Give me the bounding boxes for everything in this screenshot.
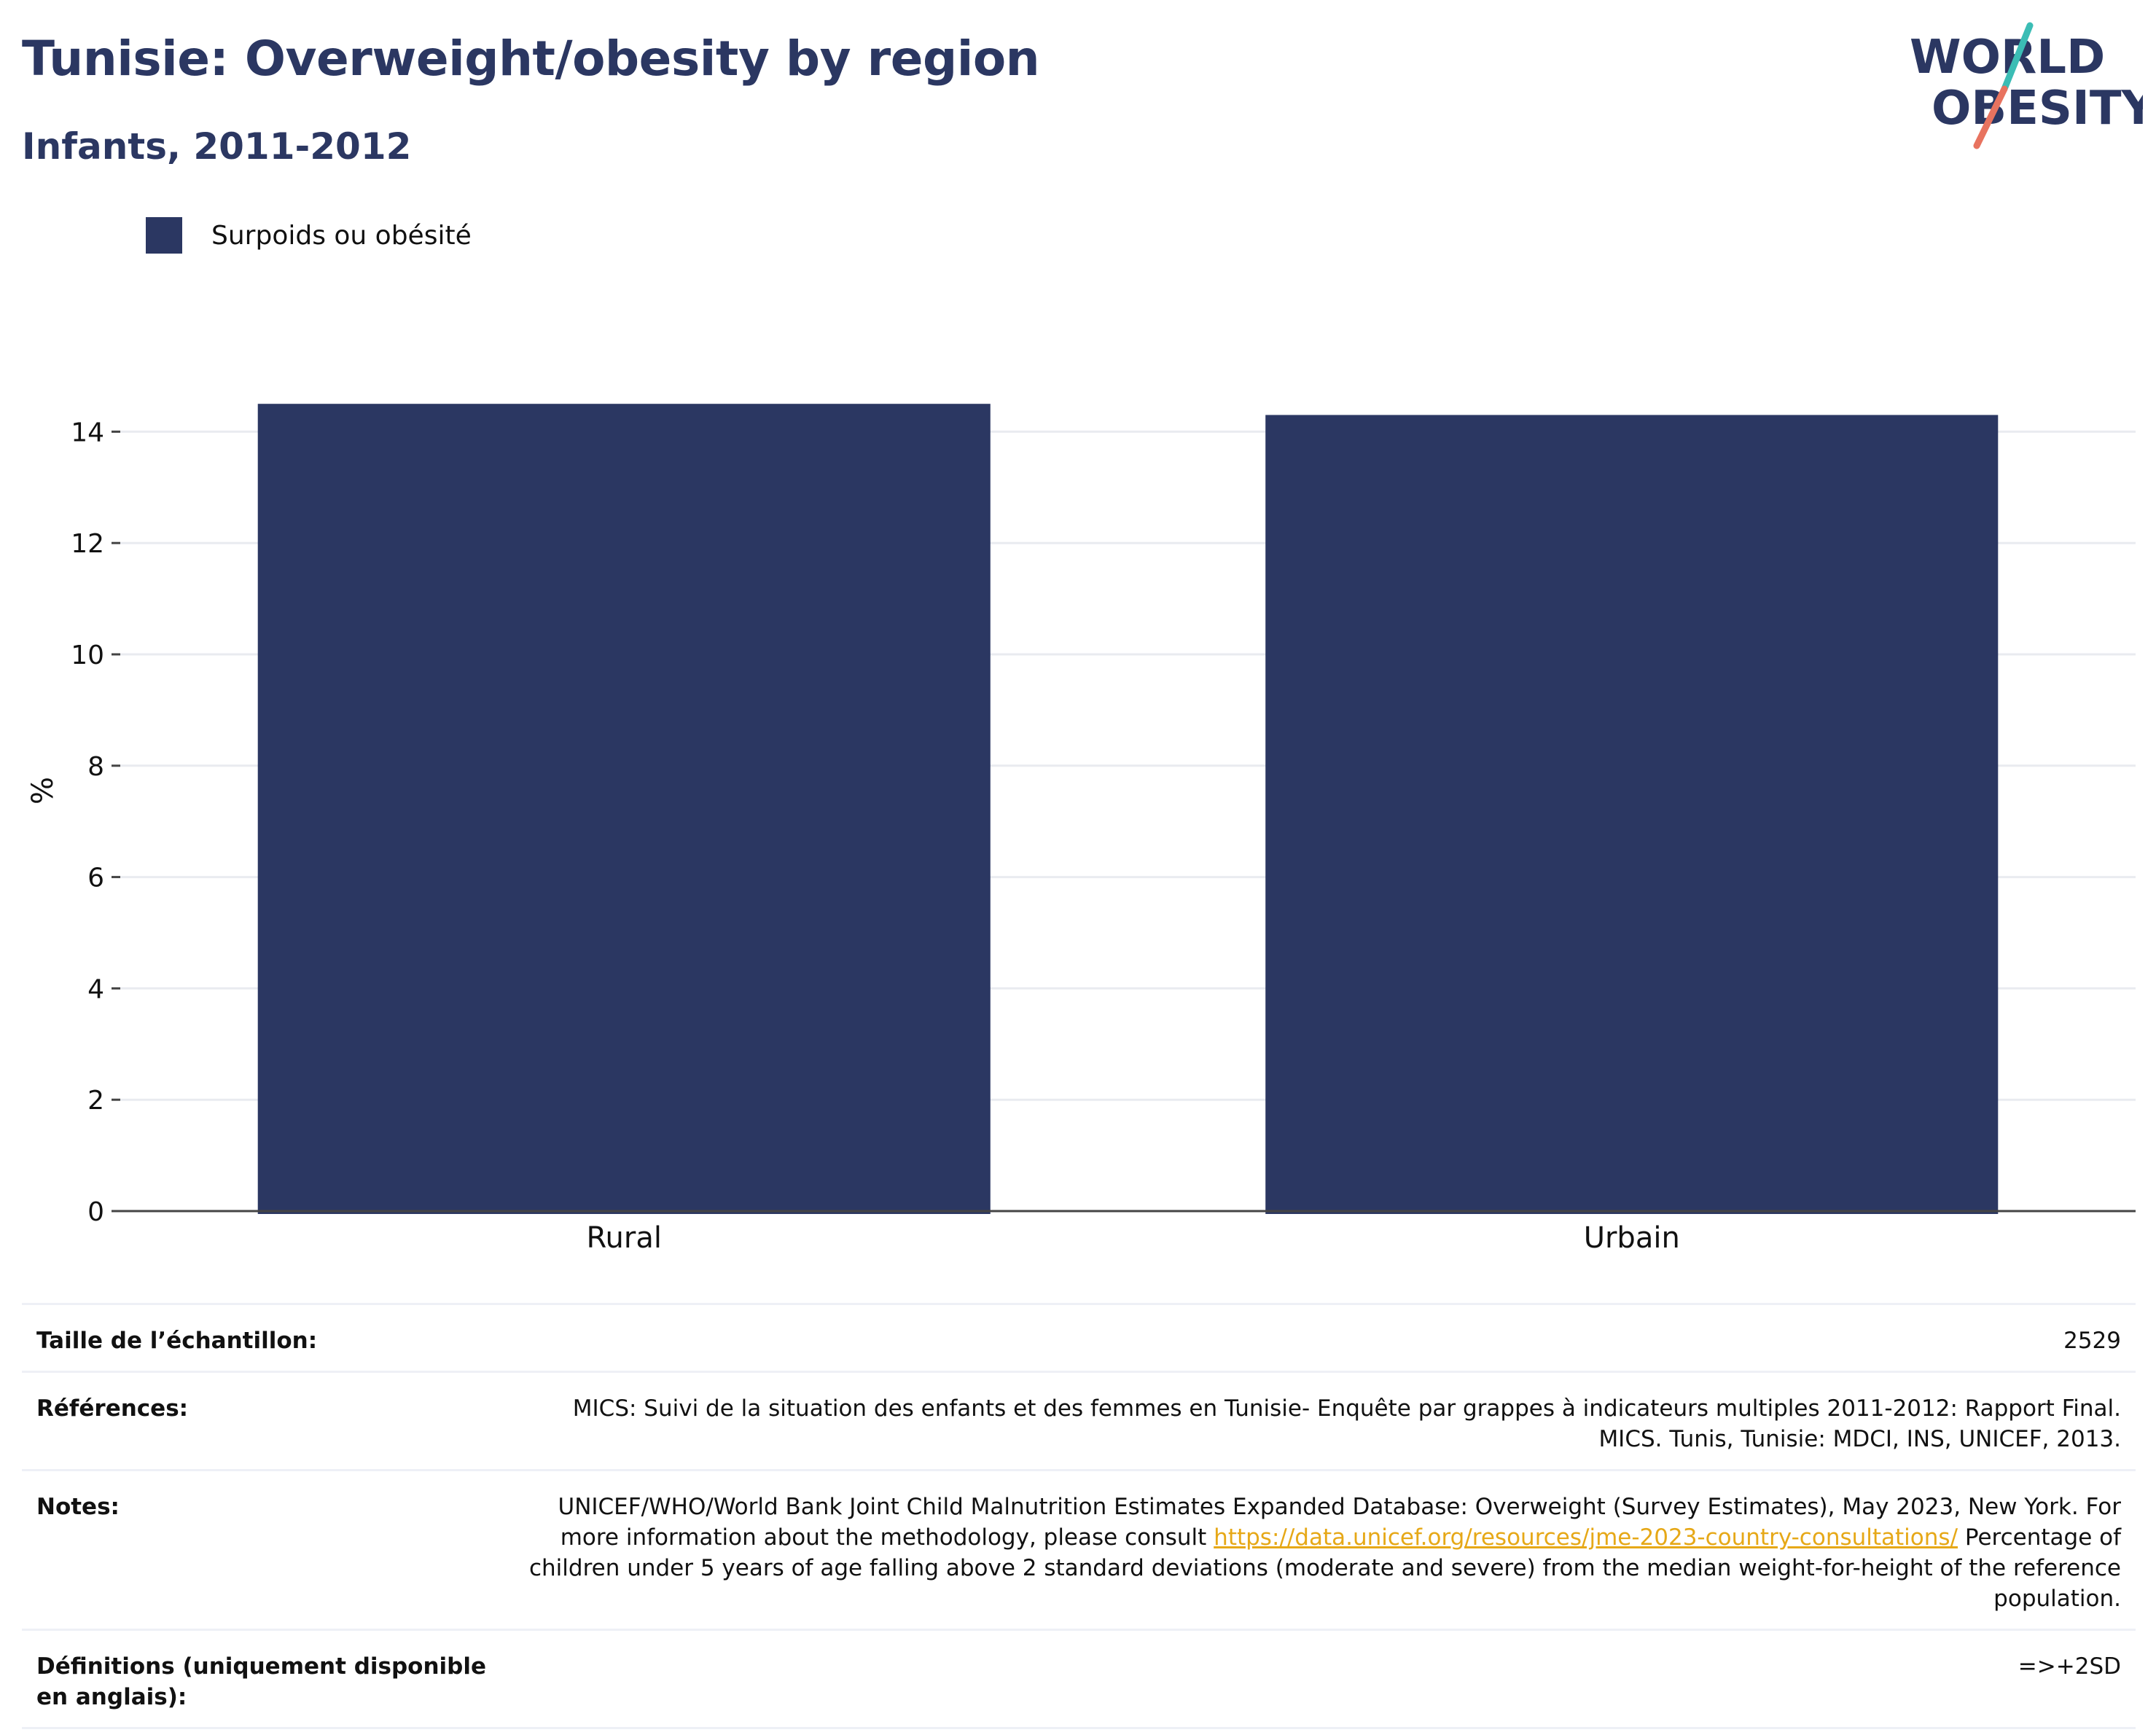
notes-text-before: UNICEF/WHO/World Bank Joint Child Malnut… xyxy=(558,1494,2122,1551)
meta-row-references: Références: MICS: Suivi de la situation … xyxy=(22,1371,2136,1469)
chart-legend: Surpoids ou obésité xyxy=(146,216,472,255)
y-tick-label-2: 2 xyxy=(87,1086,104,1116)
bar-rural xyxy=(257,404,991,1215)
sample-size-value: 2529 xyxy=(2063,1328,2121,1354)
references-value: MICS: Suivi de la situation des enfants … xyxy=(572,1395,2121,1452)
legend-swatch xyxy=(146,217,182,254)
meta-row-definitions: Définitions (uniquement disponible en an… xyxy=(22,1629,2136,1729)
y-tick-label-10: 10 xyxy=(71,641,104,670)
meta-row-notes: Notes: UNICEF/WHO/World Bank Joint Child… xyxy=(22,1469,2136,1629)
notes-value: UNICEF/WHO/World Bank Joint Child Malnut… xyxy=(517,1492,2121,1614)
y-tick-label-14: 14 xyxy=(71,418,104,447)
legend-label: Surpoids ou obésité xyxy=(211,220,472,251)
y-tick-label-8: 8 xyxy=(87,752,104,782)
y-tick-label-6: 6 xyxy=(87,863,104,893)
logo-slash-coral xyxy=(1973,85,2008,149)
logo-slash-teal xyxy=(2001,22,2034,93)
bar-urbain xyxy=(1265,415,1999,1214)
x-tick-label-urbain: Urbain xyxy=(1584,1221,1680,1255)
y-tick-label-12: 12 xyxy=(71,529,104,559)
y-axis-label: % xyxy=(26,777,60,804)
sample-size-label: Taille de l’échantillon: xyxy=(36,1328,318,1354)
x-tick-label-rural: Rural xyxy=(587,1221,662,1255)
page-title: Tunisie: Overweight/obesity by region xyxy=(22,31,1040,87)
notes-link[interactable]: https://data.unicef.org/resources/jme-20… xyxy=(1214,1524,1958,1551)
metadata-table: Taille de l’échantillon: 2529 Références… xyxy=(22,1303,2136,1729)
notes-text-after: Percentage of children under 5 years of … xyxy=(528,1524,2121,1612)
logo-line-obesity: OBESITY xyxy=(1932,82,2143,136)
y-tick-label-0: 0 xyxy=(87,1197,104,1227)
meta-row-sample: Taille de l’échantillon: 2529 xyxy=(22,1303,2136,1371)
y-tick-label-4: 4 xyxy=(87,974,104,1004)
world-obesity-logo: WORLD OBESITY xyxy=(1910,22,2143,149)
references-label: Références: xyxy=(36,1395,189,1422)
notes-label: Notes: xyxy=(36,1494,120,1520)
definitions-label: Définitions (uniquement disponible en an… xyxy=(36,1653,487,1710)
definitions-value: =>+2SD xyxy=(2018,1653,2121,1680)
page-subtitle: Infants, 2011-2012 xyxy=(22,125,412,168)
bar-chart: 0 2 4 6 8 10 12 14% Rural Urbain xyxy=(26,404,2136,1255)
